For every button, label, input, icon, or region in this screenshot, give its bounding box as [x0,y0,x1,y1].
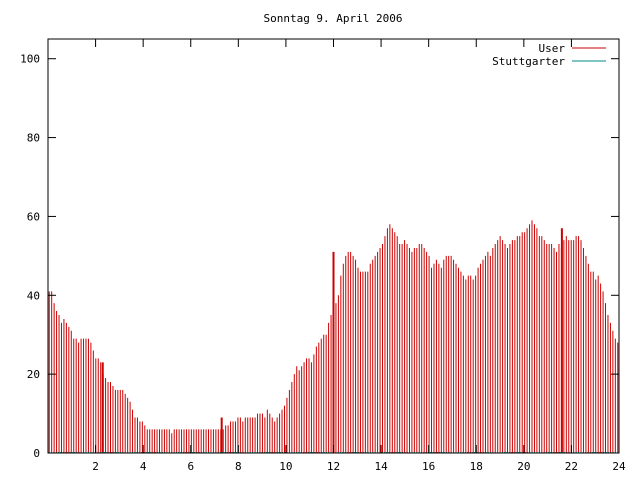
x-tick-label: 16 [422,460,435,473]
x-tick-label: 14 [374,460,388,473]
y-tick-label: 0 [33,447,40,460]
y-axis: 0 20 40 60 80 100 [20,53,619,460]
y-tick-label: 100 [20,53,40,66]
legend: User Stuttgarter [492,42,606,68]
y-tick-label: 60 [27,210,40,223]
x-tick-label: 6 [187,460,194,473]
x-axis: 2 4 6 8 10 12 14 16 18 20 22 24 [92,39,626,473]
spike-markers [101,228,563,453]
y-tick-label: 40 [27,289,40,302]
x-tick-label: 10 [279,460,292,473]
x-tick-label: 12 [327,460,340,473]
x-tick-label: 22 [565,460,578,473]
y-tick-label: 80 [27,132,40,145]
legend-label-user: User [539,42,566,55]
x-tick-label: 8 [235,460,242,473]
x-tick-label: 24 [612,460,626,473]
legend-entry-user: User [539,42,606,55]
x-tick-label: 4 [140,460,147,473]
y-tick-label: 20 [27,368,40,381]
legend-entry-stuttgarter: Stuttgarter [492,55,606,68]
legend-label-stuttgarter: Stuttgarter [492,55,565,68]
x-tick-label: 2 [92,460,99,473]
chart-title: Sonntag 9. April 2006 [263,12,402,25]
x-tick-label: 18 [470,460,483,473]
x-tick-label: 20 [517,460,530,473]
